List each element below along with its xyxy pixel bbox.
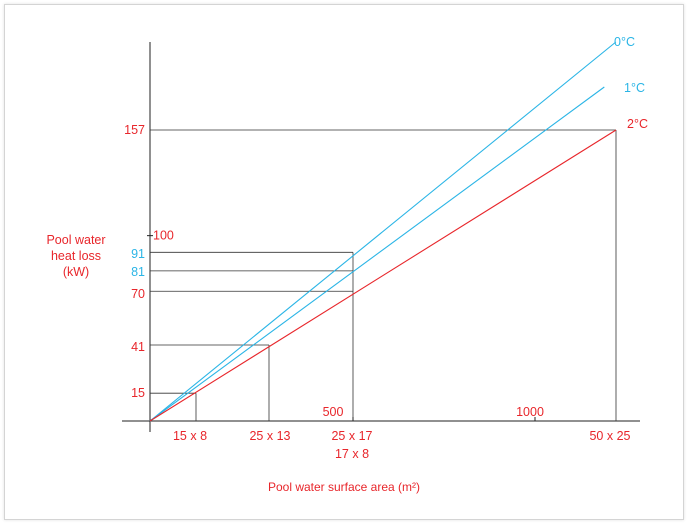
- series-label-0: 0°C: [614, 35, 635, 49]
- pool-size-label-2: 25 x 17: [331, 429, 372, 443]
- pool-size-label-0: 15 x 8: [173, 429, 207, 443]
- series-line-1: [149, 86, 605, 422]
- series-label-2: 2°C: [627, 117, 648, 131]
- pool-size-label-3: 17 x 8: [335, 447, 369, 461]
- marked-value-4: 41: [131, 340, 145, 354]
- pool-size-label-1: 25 x 13: [249, 429, 290, 443]
- marked-value-1: 91: [131, 247, 145, 261]
- series-label-1: 1°C: [624, 81, 645, 95]
- marked-value-5: 15: [131, 386, 145, 400]
- x-tick-label-500: 500: [323, 405, 344, 419]
- y-axis-label-line-3: (kW): [62, 265, 90, 279]
- pool-size-label-4: 50 x 25: [589, 429, 630, 443]
- marked-value-0: 157: [124, 123, 145, 137]
- series-line-0: [149, 41, 617, 422]
- series-line-2: [149, 129, 617, 422]
- y-tick-label-100: 100: [153, 229, 174, 243]
- y-axis-label-line-2: heat loss: [50, 249, 102, 263]
- marked-value-2: 81: [131, 265, 145, 279]
- x-tick-label-1000: 1000: [516, 405, 544, 419]
- chart-frame: [4, 4, 684, 520]
- x-axis-label: Pool water surface area (m²): [267, 480, 421, 494]
- y-axis-label-line-1: Pool water: [46, 233, 106, 247]
- y-axis-label: Pool water heat loss (kW): [28, 232, 124, 280]
- marked-value-3: 70: [131, 287, 145, 301]
